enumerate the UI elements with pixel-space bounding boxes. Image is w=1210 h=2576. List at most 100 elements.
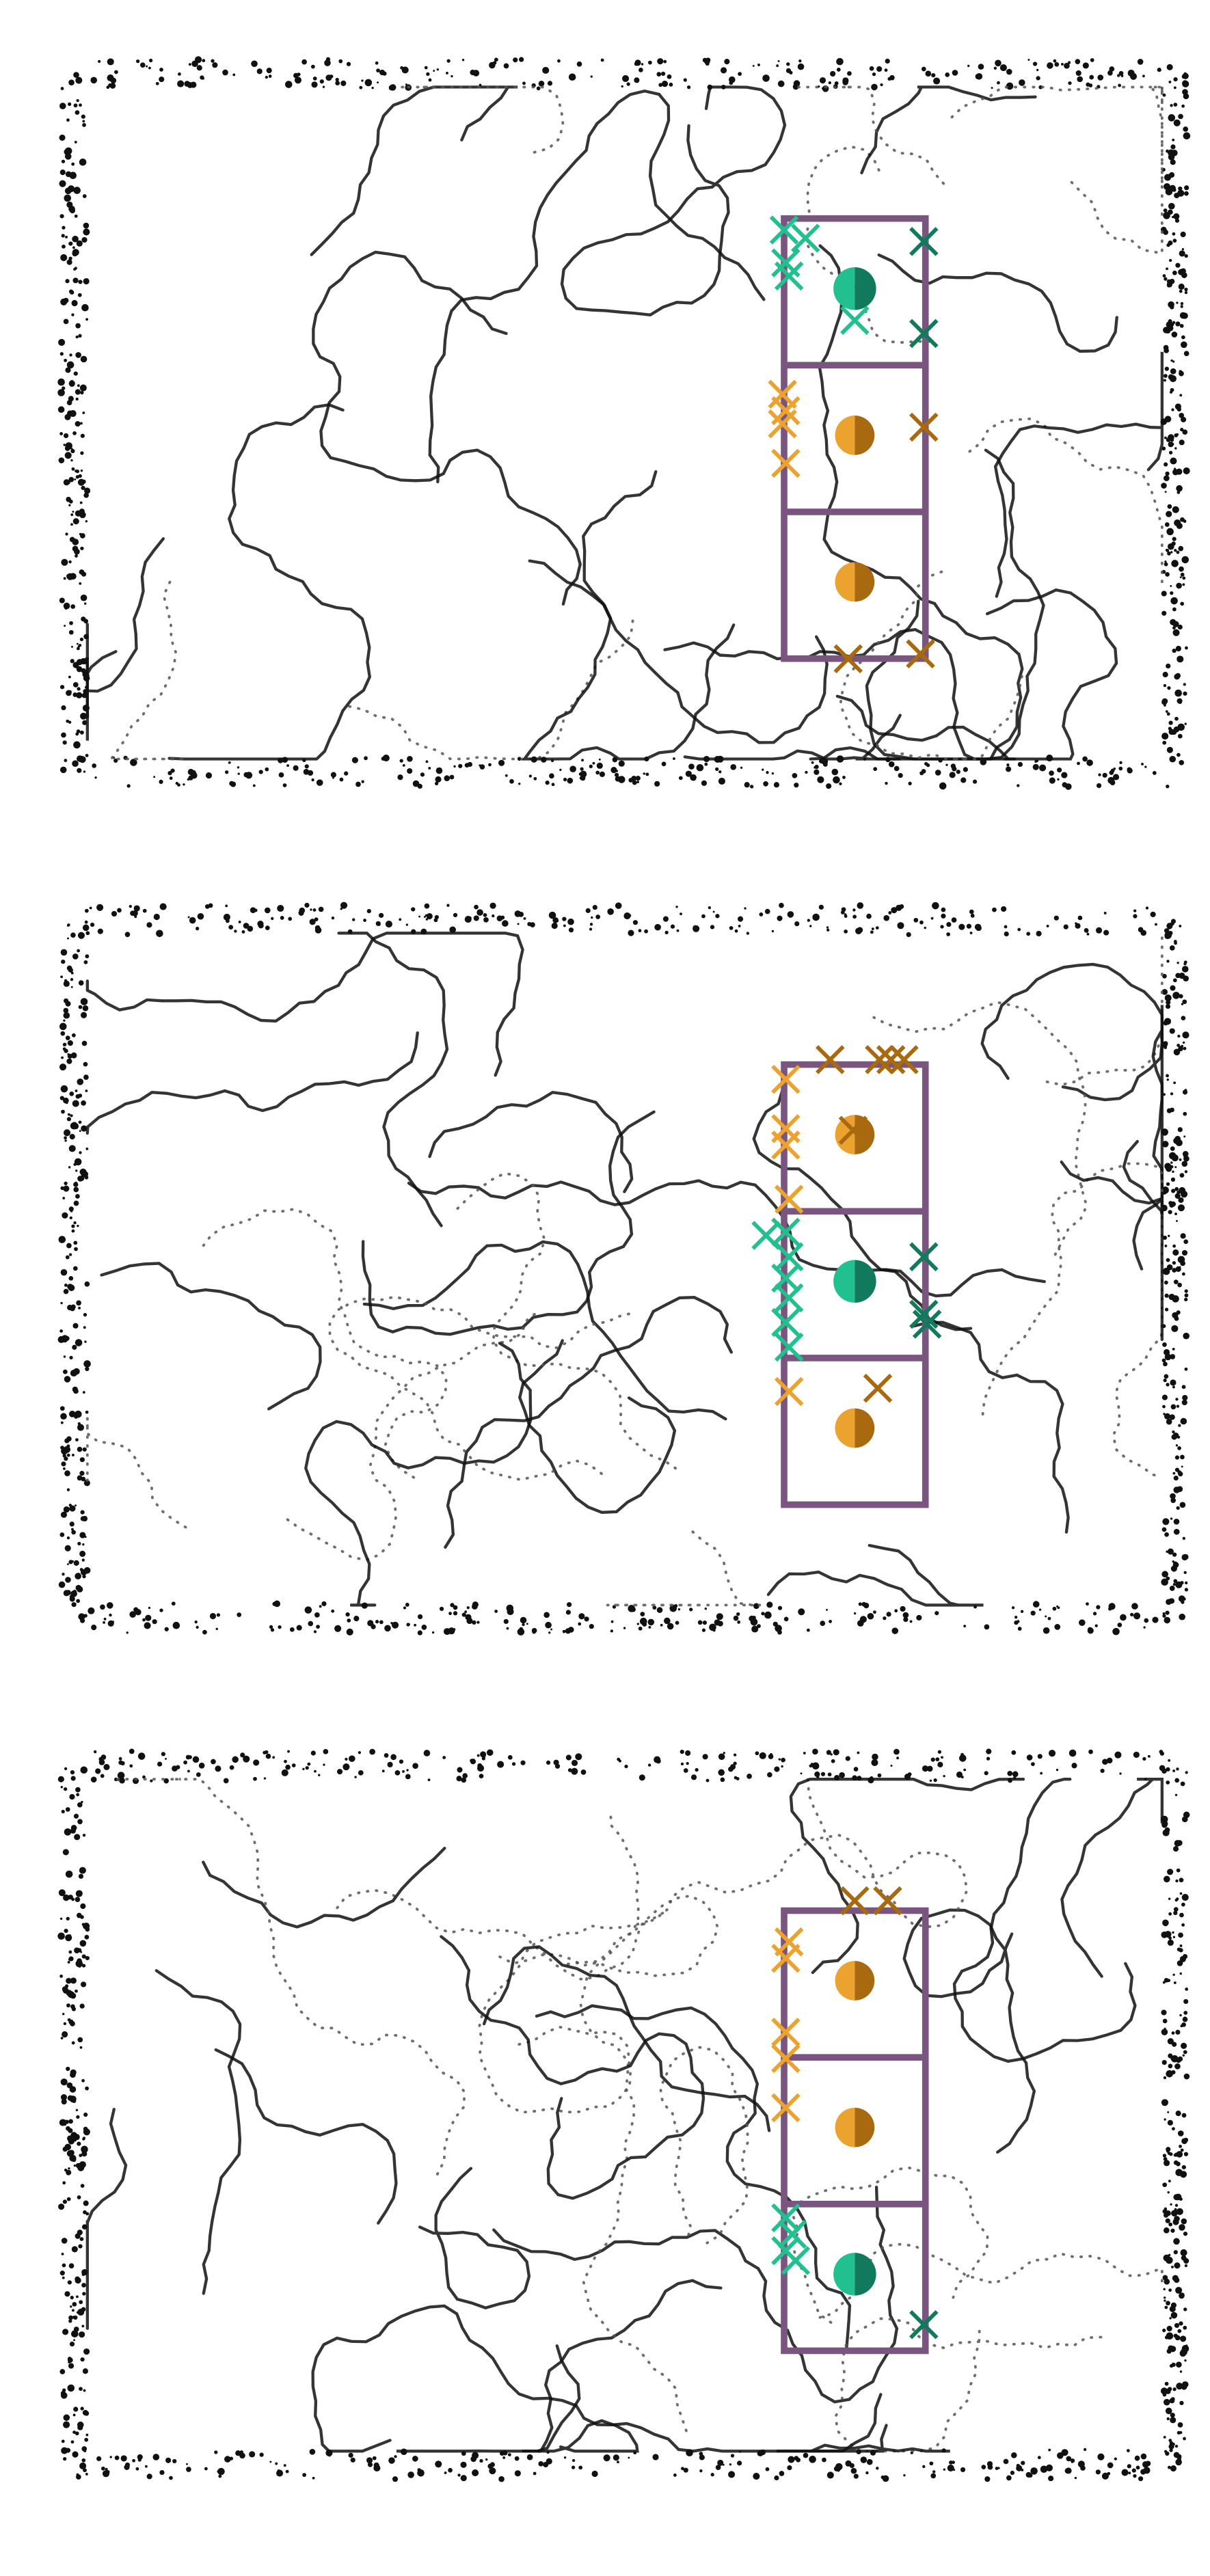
track-dot: [997, 81, 1000, 85]
track-dot: [603, 2454, 610, 2462]
track-dot: [1176, 2208, 1183, 2215]
track-dot: [81, 1923, 85, 1926]
trajectory: [362, 1240, 727, 1421]
track-dot: [916, 1614, 922, 1621]
arena-border: [57, 901, 1189, 1636]
track-dot: [71, 1560, 74, 1563]
track-dot: [355, 781, 361, 787]
track-dot: [589, 927, 593, 931]
trajectory: [311, 2304, 883, 2453]
track-dot: [59, 1096, 64, 1100]
track-dot: [1182, 1151, 1189, 1157]
track-dot: [562, 1629, 566, 1633]
track-dot: [83, 228, 90, 236]
track-dot: [545, 780, 550, 785]
track-dot: [426, 72, 430, 77]
track-dot: [519, 57, 524, 62]
track-dot: [276, 2469, 284, 2477]
track-dot: [628, 2456, 630, 2459]
track-dot: [72, 277, 79, 284]
track-dot: [1178, 1046, 1183, 1052]
track-dot: [945, 72, 950, 77]
trajectory: [560, 85, 787, 317]
track-dot: [453, 912, 458, 917]
track-dot: [77, 1541, 81, 1546]
track-dot: [76, 240, 83, 247]
track-dot: [1140, 2469, 1146, 2475]
track-dot: [950, 763, 956, 769]
track-dot: [367, 1620, 374, 1627]
track-dot: [234, 930, 237, 933]
track-dot: [1068, 81, 1072, 85]
track-dot: [1101, 2472, 1109, 2480]
track-dot: [73, 1813, 79, 1819]
track-dot: [145, 1614, 152, 1621]
track-dot: [1163, 1041, 1168, 1046]
track-dot: [941, 1756, 943, 1759]
track-dot: [1168, 1936, 1172, 1940]
track-dot: [777, 915, 783, 921]
cross-marker: [774, 1283, 804, 1313]
track-dot: [1172, 1268, 1177, 1273]
track-dot: [350, 2457, 355, 2463]
track-dot: [566, 1602, 572, 1608]
track-dot: [845, 2460, 852, 2467]
track-dot: [70, 2004, 75, 2009]
track-dot: [1152, 771, 1157, 775]
track-dot: [581, 759, 584, 762]
track-dot: [68, 629, 74, 635]
track-dot: [777, 59, 780, 62]
track-dot: [407, 2471, 414, 2478]
track-dot: [1174, 689, 1182, 697]
track-dot: [72, 249, 79, 256]
track-dot: [986, 1757, 991, 1761]
track-dot: [69, 1134, 75, 1140]
track-dot: [82, 1005, 89, 1012]
track-dot: [62, 2199, 68, 2204]
track-dot: [1181, 1016, 1186, 1020]
track-dot: [335, 77, 339, 82]
track-dot: [1163, 1378, 1167, 1383]
track-dot: [71, 1454, 75, 1456]
track-dot: [542, 66, 550, 74]
track-dot: [853, 1612, 857, 1615]
track-dot: [351, 757, 358, 763]
track-dot: [826, 928, 830, 932]
track-dot: [159, 903, 167, 910]
trajectory: [517, 1339, 677, 1515]
track-dot: [930, 2473, 937, 2479]
track-dot: [1183, 691, 1187, 696]
track-dot: [1162, 1342, 1167, 1347]
track-dot: [1172, 1261, 1177, 1265]
track-dot: [591, 2470, 598, 2478]
track-dot: [1172, 1561, 1178, 1567]
track-dot: [81, 2307, 86, 2312]
trajectory: [981, 1162, 1164, 1479]
track-dot: [1176, 2161, 1181, 2167]
trajectory: [428, 1090, 634, 1193]
track-dot: [449, 926, 456, 934]
track-dot: [686, 1761, 689, 1765]
track-dot: [63, 1894, 70, 1901]
track-dot: [216, 1613, 221, 1617]
track-dot: [1175, 1444, 1179, 1447]
track-dot: [514, 910, 522, 917]
track-dot: [840, 910, 845, 914]
track-dot: [592, 761, 595, 765]
track-dot: [749, 1615, 755, 1622]
track-dot: [829, 1620, 832, 1623]
track-dot: [73, 1560, 79, 1566]
track-dot: [1183, 2307, 1187, 2311]
track-dot: [1173, 119, 1181, 126]
track-dot: [567, 777, 574, 784]
track-dot: [117, 908, 122, 913]
track-dot: [66, 1058, 72, 1064]
track-dot: [1116, 74, 1120, 77]
track-dot: [81, 668, 86, 673]
track-dot: [61, 1056, 64, 1059]
track-dot: [1176, 1506, 1180, 1510]
track-dot: [61, 2119, 66, 2124]
track-dot: [502, 2456, 506, 2459]
track-dot: [81, 1515, 88, 1522]
track-dot: [1174, 1316, 1179, 1321]
